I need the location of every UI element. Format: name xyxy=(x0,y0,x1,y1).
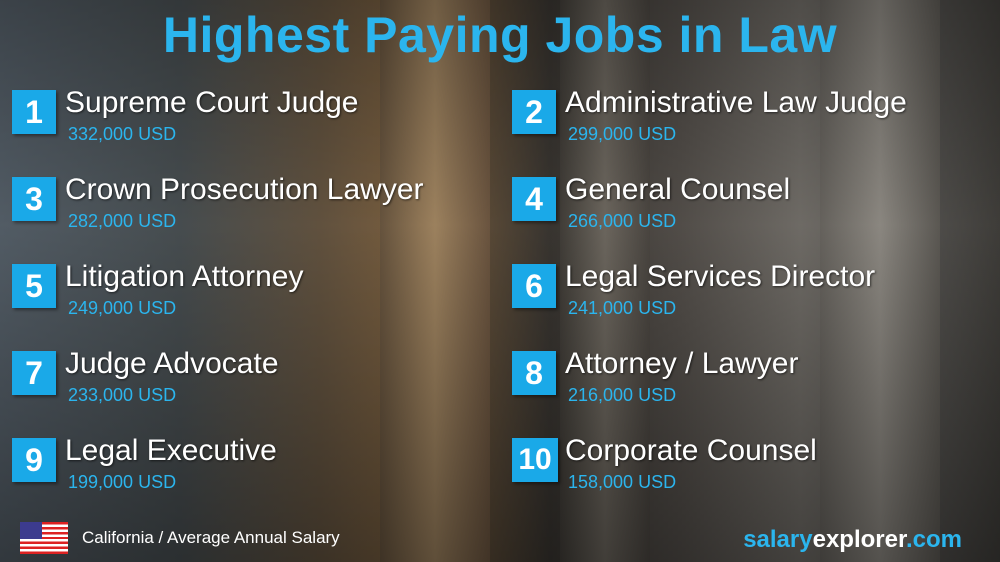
footer-location: California / Average Annual Salary xyxy=(20,522,340,554)
job-title: Judge Advocate xyxy=(65,347,279,380)
job-item: 4 General Counsel 266,000 USD xyxy=(512,173,992,243)
job-salary: 233,000 USD xyxy=(68,385,177,405)
job-title: General Counsel xyxy=(565,173,791,206)
rank-badge: 4 xyxy=(512,177,556,221)
rank-badge: 1 xyxy=(12,90,56,134)
rank-badge: 6 xyxy=(512,264,556,308)
rank-badge: 5 xyxy=(12,264,56,308)
job-item: 2 Administrative Law Judge 299,000 USD xyxy=(512,86,992,156)
brand-logo: salaryexplorer.com xyxy=(743,526,962,553)
job-title: Attorney / Lawyer xyxy=(565,347,799,380)
page-title: Highest Paying Jobs in Law xyxy=(162,7,838,63)
job-title: Administrative Law Judge xyxy=(565,86,907,119)
rank-badge: 3 xyxy=(12,177,56,221)
job-salary: 241,000 USD xyxy=(568,298,677,318)
job-salary: 266,000 USD xyxy=(568,211,677,231)
job-item: 5 Litigation Attorney 249,000 USD xyxy=(12,260,492,330)
job-salary: 216,000 USD xyxy=(568,385,677,405)
job-title: Legal Services Director xyxy=(565,260,876,293)
rank-badge: 9 xyxy=(12,438,56,482)
location-label: California / Average Annual Salary xyxy=(82,528,340,547)
job-salary: 199,000 USD xyxy=(68,472,177,492)
job-salary: 282,000 USD xyxy=(68,211,177,231)
us-flag-icon xyxy=(20,522,68,554)
rank-badge: 10 xyxy=(512,438,558,482)
job-item: 1 Supreme Court Judge 332,000 USD xyxy=(12,86,492,156)
job-item: 7 Judge Advocate 233,000 USD xyxy=(12,347,492,417)
job-salary: 332,000 USD xyxy=(68,124,177,144)
rank-badge: 7 xyxy=(12,351,56,395)
job-title: Crown Prosecution Lawyer xyxy=(65,173,424,206)
job-title: Litigation Attorney xyxy=(65,260,304,293)
job-item: 8 Attorney / Lawyer 216,000 USD xyxy=(512,347,992,417)
rank-badge: 2 xyxy=(512,90,556,134)
job-item: 9 Legal Executive 199,000 USD xyxy=(12,434,492,504)
job-salary: 299,000 USD xyxy=(568,124,677,144)
job-title: Legal Executive xyxy=(65,434,277,467)
job-title: Corporate Counsel xyxy=(565,434,817,467)
job-title: Supreme Court Judge xyxy=(65,86,359,119)
job-item: 3 Crown Prosecution Lawyer 282,000 USD xyxy=(12,173,492,243)
job-item: 10 Corporate Counsel 158,000 USD xyxy=(512,434,992,504)
rank-badge: 8 xyxy=(512,351,556,395)
job-salary: 158,000 USD xyxy=(568,472,677,492)
job-item: 6 Legal Services Director 241,000 USD xyxy=(512,260,992,330)
job-salary: 249,000 USD xyxy=(68,298,177,318)
